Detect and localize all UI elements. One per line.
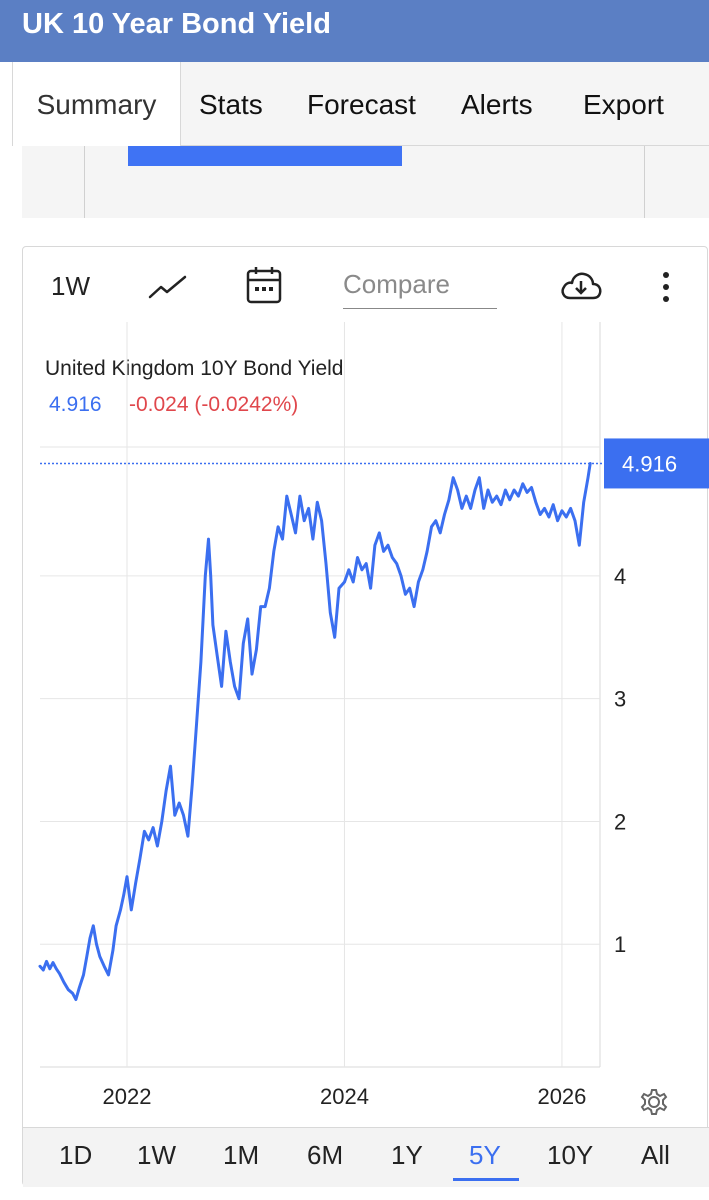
range-1d[interactable]: 1D	[59, 1140, 93, 1170]
series-name: United Kingdom 10Y Bond Yield	[45, 357, 344, 380]
y-tick-label: 1	[614, 932, 626, 957]
tab-export[interactable]: Export	[583, 89, 664, 120]
current-value-label: 4.916	[622, 451, 677, 476]
x-tick-label: 2024	[320, 1084, 369, 1109]
range-selector: 1D 1W 1M 6M 1Y 5Y 10Y All	[23, 1127, 709, 1187]
range-1w[interactable]: 1W	[137, 1140, 176, 1170]
calendar-icon[interactable]	[245, 265, 283, 305]
title-bar: UK 10 Year Bond Yield	[0, 0, 709, 62]
y-tick-label: 4	[614, 564, 626, 589]
series-line	[38, 462, 592, 1001]
panel-divider	[644, 146, 645, 218]
range-5y[interactable]: 5Y	[469, 1140, 501, 1170]
chart-card: 1W United Kingdom 10Y Bond Yield 4.916 -…	[22, 246, 709, 1187]
summary-panel	[22, 146, 709, 218]
chart-range-button[interactable]: 1W	[51, 271, 90, 301]
page-title: UK 10 Year Bond Yield	[22, 8, 331, 40]
more-vertical-icon[interactable]	[659, 269, 673, 307]
cloud-download-icon[interactable]	[559, 269, 603, 303]
tab-forecast[interactable]: Forecast	[307, 89, 416, 120]
panel-divider	[84, 146, 85, 218]
tab-bar: Summary Stats Forecast Alerts Export	[12, 62, 709, 146]
series-value: 4.916	[49, 393, 102, 416]
line-chart-icon[interactable]	[147, 269, 189, 305]
y-tick-label: 3	[614, 687, 626, 712]
yield-chart: 2022 2024 2026 1 2 3 4 4.916	[38, 322, 709, 1109]
active-range-underline	[453, 1178, 519, 1181]
accent-bar	[128, 146, 402, 166]
tab-alerts[interactable]: Alerts	[461, 89, 533, 120]
tab-stats[interactable]: Stats	[199, 89, 263, 120]
settings-gear-icon[interactable]	[639, 1087, 669, 1117]
series-change: -0.024 (-0.0242%)	[129, 393, 299, 416]
range-1y[interactable]: 1Y	[391, 1140, 423, 1170]
compare-field	[343, 269, 497, 309]
compare-input[interactable]	[343, 269, 493, 300]
range-1m[interactable]: 1M	[223, 1140, 260, 1170]
chart-grid	[40, 322, 601, 1068]
range-10y[interactable]: 10Y	[547, 1140, 594, 1170]
x-tick-label: 2022	[103, 1084, 152, 1109]
x-tick-label: 2026	[537, 1084, 586, 1109]
y-tick-label: 2	[614, 809, 626, 834]
range-all[interactable]: All	[641, 1140, 670, 1170]
tab-summary[interactable]: Summary	[13, 62, 181, 146]
range-6m[interactable]: 6M	[307, 1140, 344, 1170]
current-value-badge: 4.916	[604, 438, 709, 489]
